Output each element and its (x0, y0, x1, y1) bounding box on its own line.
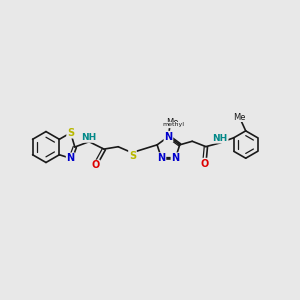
Text: Me: Me (233, 113, 245, 122)
Text: N: N (67, 153, 75, 163)
Text: S: S (129, 151, 136, 160)
Text: O: O (92, 160, 100, 170)
Text: N: N (158, 153, 166, 163)
Text: N: N (164, 132, 172, 142)
Text: S: S (67, 128, 74, 138)
Text: O: O (201, 159, 209, 169)
Text: NH: NH (212, 134, 228, 143)
Text: methyl: methyl (163, 122, 184, 127)
Text: NH: NH (82, 133, 97, 142)
Text: Me: Me (166, 118, 178, 127)
Text: N: N (171, 153, 179, 163)
